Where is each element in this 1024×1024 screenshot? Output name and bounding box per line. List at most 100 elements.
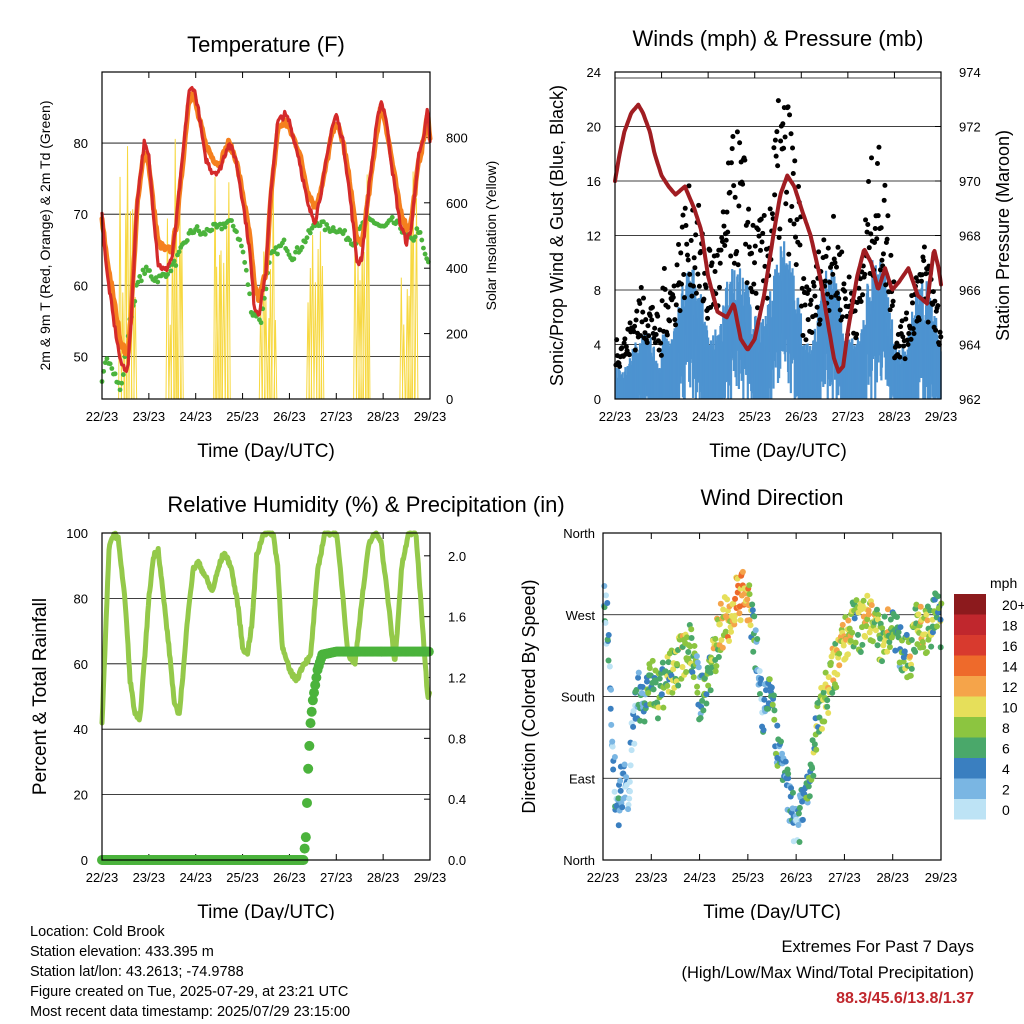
gust-point (777, 226, 783, 232)
direction-point (700, 707, 707, 714)
direction-point (852, 639, 859, 646)
gust-point (816, 321, 822, 327)
gust-point (782, 134, 788, 140)
y-tick-label: 60 (74, 657, 88, 672)
solar-spike (165, 218, 170, 400)
colorbar-label: 16 (1002, 638, 1018, 654)
gust-point (729, 146, 735, 152)
direction-point (761, 696, 768, 703)
dewpoint-point (417, 230, 423, 235)
direction-point (820, 689, 827, 696)
direction-point (611, 788, 618, 795)
x-axis-label: Time (Day/UTC) (709, 441, 847, 462)
gust-point (693, 232, 699, 238)
gust-point (837, 307, 843, 313)
x-tick-label: 29/23 (925, 870, 958, 885)
colorbar-label: 2 (1002, 782, 1010, 798)
direction-point (857, 649, 864, 656)
gust-point (808, 297, 814, 303)
solar-spike (411, 171, 415, 400)
x-tick-label: 25/23 (732, 870, 765, 885)
dewpoint-point (389, 214, 395, 220)
gust-point (728, 253, 734, 259)
direction-point (879, 625, 886, 632)
direction-point (688, 634, 695, 641)
gust-point (775, 98, 781, 104)
gust-point (792, 158, 798, 164)
y-tick-label: West (566, 608, 596, 623)
direction-point (849, 629, 856, 636)
dewpoint-point (140, 267, 146, 273)
gust-point (617, 364, 623, 370)
gust-point (687, 271, 693, 277)
gust-point (876, 144, 882, 150)
colorbar-swatch (954, 737, 986, 758)
direction-point (623, 774, 630, 781)
gust-point (872, 226, 878, 232)
gust-point (823, 253, 829, 259)
sonic-wind-series (614, 241, 942, 399)
gust-point (772, 192, 778, 198)
gust-point (638, 333, 644, 339)
gust-point (731, 183, 737, 189)
gust-point (685, 257, 691, 263)
gust-point (718, 247, 724, 253)
station-info: Location: Cold Brook Station elevation: … (30, 922, 350, 1022)
y2-axis-label: Station Pressure (Maroon) (993, 130, 1013, 341)
direction-point (859, 641, 866, 648)
solar-spike (133, 297, 138, 400)
direction-point (690, 674, 697, 681)
direction-point (782, 758, 789, 765)
gust-point (787, 217, 793, 223)
gust-point (903, 316, 909, 322)
gust-point (858, 299, 864, 305)
direction-point (860, 597, 867, 604)
gust-point (793, 262, 799, 268)
direction-point (872, 627, 879, 634)
colorbar-swatch (954, 676, 986, 697)
direction-point (736, 610, 743, 617)
gust-point (633, 317, 639, 323)
gust-point (842, 288, 848, 294)
direction-point (774, 722, 781, 729)
direction-point (611, 753, 618, 760)
direction-point (875, 611, 882, 618)
gust-point (703, 284, 709, 290)
gust-point (821, 237, 827, 243)
direction-point (687, 643, 694, 650)
direction-point (649, 657, 656, 664)
gust-point (865, 221, 871, 227)
gust-point (695, 271, 701, 277)
direction-point (749, 607, 756, 614)
gust-point (906, 331, 912, 337)
extremes-box: Extremes For Past 7 Days (High/Low/Max W… (681, 934, 974, 1012)
y2-tick-label: 0.0 (448, 853, 466, 868)
direction-point (874, 642, 881, 649)
direction-point (609, 738, 616, 745)
y2-tick-label: 972 (959, 120, 981, 135)
direction-point (695, 664, 702, 671)
gust-point (681, 271, 687, 277)
dewpoint-point (119, 380, 125, 386)
y2-tick-label: 800 (446, 130, 468, 145)
gust-point (878, 225, 884, 231)
direction-point (908, 636, 915, 643)
direction-point (771, 716, 778, 723)
panel-title: Winds (mph) & Pressure (mb) (633, 26, 924, 51)
direction-point (605, 657, 612, 664)
gust-point (769, 211, 775, 217)
x-tick-label: 27/23 (320, 870, 353, 885)
direction-point (693, 653, 700, 660)
gust-point (627, 320, 633, 326)
dewpoint-point (117, 387, 123, 393)
gust-point (860, 292, 866, 298)
gust-point (684, 252, 690, 258)
gust-point (854, 331, 860, 337)
humidity-line (99, 530, 432, 726)
gust-point (680, 212, 686, 218)
dewpoint-point (307, 230, 313, 236)
colorbar-label: 10 (1002, 700, 1018, 716)
gust-point (790, 145, 796, 151)
gust-point (759, 239, 765, 245)
direction-point (615, 795, 622, 802)
